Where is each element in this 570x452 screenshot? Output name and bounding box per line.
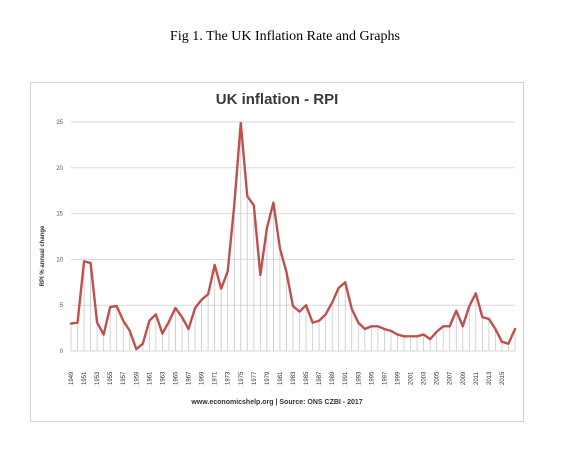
x-tick-label: 1969 [200,371,206,385]
x-tick-label: 2011 [474,371,480,385]
figure-caption: Fig 1. The UK Inflation Rate and Graphs [170,29,400,44]
x-tick-label: 2001 [409,371,415,385]
x-tick-label: 1979 [265,371,271,385]
x-tick-label: 1981 [278,371,284,385]
series-line [69,121,517,351]
x-tick-label: 1993 [356,371,362,385]
x-tick-label: 1961 [147,371,153,385]
y-tick-label: 25 [56,120,63,126]
source-note: www.economicshelp.org | Source: ONS CZBI… [191,399,363,406]
y-tick-label: 15 [56,212,63,218]
x-tick-label: 1989 [330,371,336,385]
x-tick-label: 1967 [187,371,193,385]
x-tick-label: 2007 [448,371,454,385]
x-tick-label: 1999 [395,371,401,385]
x-tick-label: 1985 [304,371,310,385]
y-tick-label: 10 [56,257,63,263]
x-tick-label: 1963 [160,371,166,385]
x-tick-label: 1987 [317,371,323,385]
y-tick-label: 5 [60,303,64,309]
x-tick-label: 1959 [134,371,140,385]
y-tick-label: 0 [60,349,64,355]
x-tick-label: 1965 [173,371,179,385]
x-tick-label: 1991 [343,371,349,385]
x-tick-label: 1977 [252,371,258,385]
x-tick-label: 2003 [422,371,428,385]
x-tick-label: 1983 [291,371,297,385]
x-tick-label: 1957 [121,371,127,385]
y-axis-label: RPI % annual change [40,225,46,287]
x-tick-label: 1973 [226,371,232,385]
x-tick-label: 1975 [239,371,245,385]
x-tick-label: 1951 [82,371,88,385]
x-tick-label: 1997 [382,371,388,385]
x-tick-label: 1953 [95,371,101,385]
x-tick-label: 2009 [461,371,467,385]
chart-container: 0 5 10 15 20 25 1949 1951 1953 1955 1957 1959 1961 19… [30,82,524,422]
chart-plot: 0 5 10 15 20 25 1949 1951 1953 1955 1957 1959 1961 19… [56,120,517,385]
x-tick-label: 1955 [108,371,114,385]
x-tick-label: 2015 [500,371,506,385]
x-tick-label: 2005 [435,371,441,385]
x-tick-label: 1949 [69,371,75,385]
x-tick-label: 1971 [213,371,219,385]
x-tick-label: 1995 [369,371,375,385]
y-tick-label: 20 [56,166,63,172]
chart-title: UK inflation - RPI [215,91,339,108]
x-tick-label: 2013 [487,371,493,385]
